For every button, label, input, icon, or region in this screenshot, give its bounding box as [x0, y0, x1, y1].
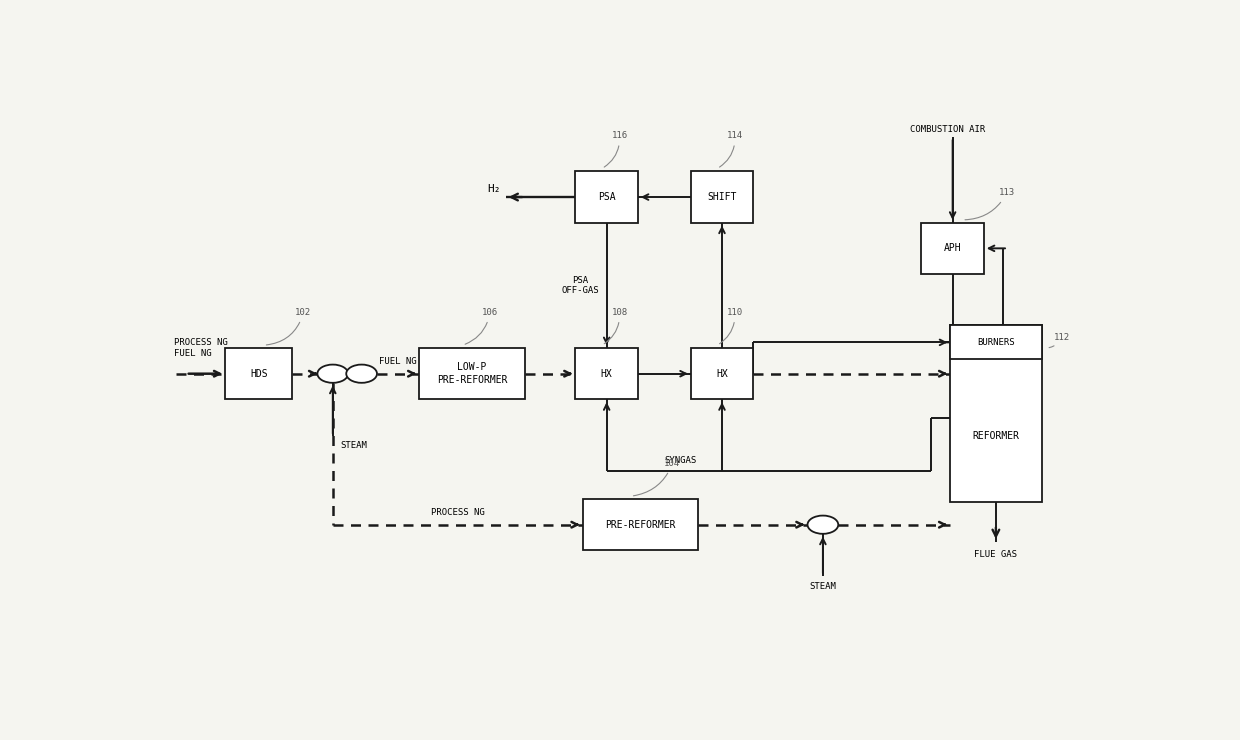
Text: 108: 108: [604, 308, 627, 343]
Text: 114: 114: [719, 132, 743, 167]
Text: 116: 116: [604, 132, 627, 167]
Text: LOW-P
PRE-REFORMER: LOW-P PRE-REFORMER: [436, 363, 507, 385]
Text: 113: 113: [965, 189, 1014, 220]
Bar: [921, 223, 983, 274]
Circle shape: [317, 365, 348, 383]
Text: BURNERS: BURNERS: [977, 338, 1014, 347]
Text: HX: HX: [717, 369, 728, 379]
Text: PROCESS NG
FUEL NG: PROCESS NG FUEL NG: [174, 338, 228, 357]
Text: PROCESS NG: PROCESS NG: [430, 508, 485, 517]
Circle shape: [807, 516, 838, 534]
Text: COMBUSTION AIR: COMBUSTION AIR: [910, 125, 986, 135]
Text: STEAM: STEAM: [810, 582, 836, 591]
Text: PSA
OFF-GAS: PSA OFF-GAS: [562, 276, 599, 295]
Text: 104: 104: [634, 459, 681, 496]
Text: STEAM: STEAM: [341, 441, 367, 450]
Circle shape: [346, 365, 377, 383]
Text: HDS: HDS: [250, 369, 268, 379]
Text: PRE-REFORMER: PRE-REFORMER: [605, 519, 676, 530]
Text: REFORMER: REFORMER: [972, 431, 1019, 441]
Text: 106: 106: [465, 308, 498, 344]
Bar: [575, 348, 637, 400]
Text: APH: APH: [944, 243, 961, 253]
Bar: [419, 348, 525, 400]
Text: HX: HX: [601, 369, 613, 379]
Bar: [226, 348, 293, 400]
Text: 102: 102: [267, 308, 311, 345]
Bar: [691, 348, 753, 400]
Bar: [950, 326, 1042, 360]
Text: SYNGAS: SYNGAS: [665, 456, 697, 465]
Text: FLUE GAS: FLUE GAS: [975, 551, 1017, 559]
Text: SHIFT: SHIFT: [707, 192, 737, 202]
Bar: [583, 499, 698, 551]
Text: FUEL NG: FUEL NG: [379, 357, 417, 366]
Text: H₂: H₂: [487, 184, 501, 194]
Text: 112: 112: [1049, 332, 1070, 348]
Text: 110: 110: [719, 308, 743, 343]
Bar: [950, 326, 1042, 502]
Bar: [691, 172, 753, 223]
Bar: [575, 172, 637, 223]
Text: PSA: PSA: [598, 192, 615, 202]
